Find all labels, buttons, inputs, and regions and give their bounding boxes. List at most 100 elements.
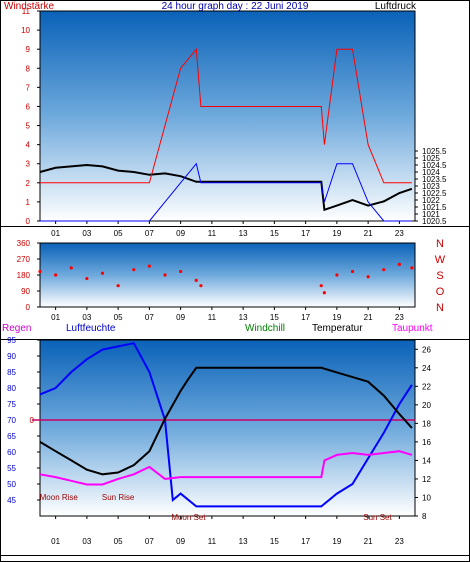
x-tick-label: 19	[332, 537, 341, 546]
x-tick-label: 13	[239, 229, 248, 238]
direction-point	[382, 268, 386, 272]
x-tick-label: 17	[301, 313, 310, 322]
x-tick-label: 09	[176, 229, 185, 238]
x-tick-label: 17	[301, 229, 310, 238]
left-tick-label: 10	[21, 26, 30, 35]
direction-point	[350, 269, 355, 274]
astro-annotation: Moon Set	[171, 513, 206, 522]
x-tick-label: 07	[145, 313, 154, 322]
humidity-tick-label: 65	[7, 432, 16, 441]
direction-point	[85, 276, 89, 281]
wind-direction-plot-area	[39, 242, 416, 308]
temperature-tick-label: 12	[422, 475, 431, 484]
x-tick-label: 01	[51, 537, 60, 546]
x-tick-label: 15	[270, 537, 279, 546]
x-tick-label: 05	[114, 313, 123, 322]
humidity-tick-label: 50	[7, 480, 16, 489]
direction-point	[366, 275, 370, 279]
x-tick-label: 03	[82, 313, 91, 322]
temperature-tick-label: 16	[422, 438, 431, 447]
x-tick-label: 03	[82, 537, 91, 546]
x-tick-label: 21	[364, 313, 373, 322]
direction-point	[179, 269, 183, 274]
right-tick-label: 1023	[422, 182, 440, 191]
wind-pressure-plot-area	[39, 10, 416, 222]
left-tick-label: 7	[26, 83, 31, 92]
direction-point	[54, 273, 58, 277]
x-tick-label: 23	[395, 537, 404, 546]
left-tick-label: 11	[22, 7, 31, 16]
direction-point	[38, 269, 42, 274]
left-tick-label: 6	[26, 102, 31, 111]
left-tick-label: 3	[26, 160, 31, 169]
direction-point	[69, 266, 73, 270]
direction-tick-label: 270	[17, 255, 31, 264]
temperature-tick-label: 18	[422, 419, 431, 428]
x-tick-label: 09	[176, 313, 185, 322]
direction-point	[163, 273, 167, 277]
temperature-tick-label: 10	[422, 493, 431, 502]
compass-label: O	[436, 286, 445, 298]
x-tick-label: 05	[114, 537, 123, 546]
dewpoint-line	[39, 450, 413, 486]
direction-tick-label: 180	[17, 271, 31, 280]
temperature-tick-label: 14	[422, 456, 431, 465]
humidity-tick-label: 95	[7, 336, 16, 345]
humidity-tick-label: 75	[7, 400, 16, 409]
compass-label: N	[436, 238, 444, 250]
right-tick-label: 1024	[422, 168, 440, 177]
left-tick-label: 5	[26, 122, 31, 131]
temperature-tick-label: 26	[422, 345, 431, 354]
pressure-line	[39, 163, 413, 212]
x-tick-label: 07	[145, 229, 154, 238]
right-tick-label: 1020.5	[422, 217, 447, 226]
left-tick-label: 4	[26, 141, 31, 150]
left-tick-label: 8	[26, 64, 31, 73]
x-tick-label: 11	[208, 313, 217, 322]
x-tick-label: 01	[51, 229, 60, 238]
humidity-tick-label: 55	[7, 464, 16, 473]
direction-point	[100, 271, 105, 275]
x-tick-label: 15	[270, 229, 279, 238]
direction-point	[410, 266, 414, 270]
direction-point	[116, 284, 120, 288]
x-tick-label: 11	[208, 537, 217, 546]
humidity-temperature-plot-area	[39, 339, 416, 517]
legend-label: Regen	[2, 323, 31, 334]
compass-label: N	[436, 302, 444, 314]
direction-tick-label: 360	[17, 239, 31, 248]
x-tick-label: 11	[208, 229, 217, 238]
astro-annotation: Sun Rise	[102, 493, 135, 502]
legend-label: Taupunkt	[392, 323, 433, 334]
direction-point	[132, 268, 136, 272]
humidity-tick-label: 60	[7, 448, 16, 457]
x-tick-label: 13	[239, 537, 248, 546]
rain-zero-label: 0	[30, 416, 35, 425]
direction-point	[147, 264, 151, 268]
temperature-line	[39, 366, 413, 476]
x-tick-label: 19	[332, 229, 341, 238]
compass-label: S	[436, 270, 443, 282]
astro-annotation: Sun Set	[363, 513, 392, 522]
humidity-tick-label: 70	[7, 416, 16, 425]
compass-label: W	[435, 254, 446, 266]
right-tick-label: 1023.5	[422, 175, 447, 184]
humidity-line	[39, 342, 413, 508]
humidity-tick-label: 80	[7, 384, 16, 393]
temperature-tick-label: 8	[422, 512, 427, 521]
direction-tick-label: 0	[26, 303, 31, 312]
temperature-tick-label: 20	[422, 401, 431, 410]
x-tick-label: 03	[82, 229, 91, 238]
right-tick-label: 1021.5	[422, 203, 447, 212]
right-tick-label: 1022	[422, 196, 440, 205]
left-tick-label: 2	[26, 179, 31, 188]
chart-title: 24 hour graph day : 22 Juni 2019	[162, 1, 309, 12]
x-tick-label: 13	[239, 313, 248, 322]
right-axis-label: Luftdruck	[375, 1, 417, 12]
left-tick-label: 9	[26, 45, 31, 54]
x-tick-label: 21	[364, 537, 373, 546]
right-tick-label: 1025.5	[422, 147, 447, 156]
left-tick-label: 1	[26, 198, 31, 207]
direction-point	[194, 278, 198, 282]
